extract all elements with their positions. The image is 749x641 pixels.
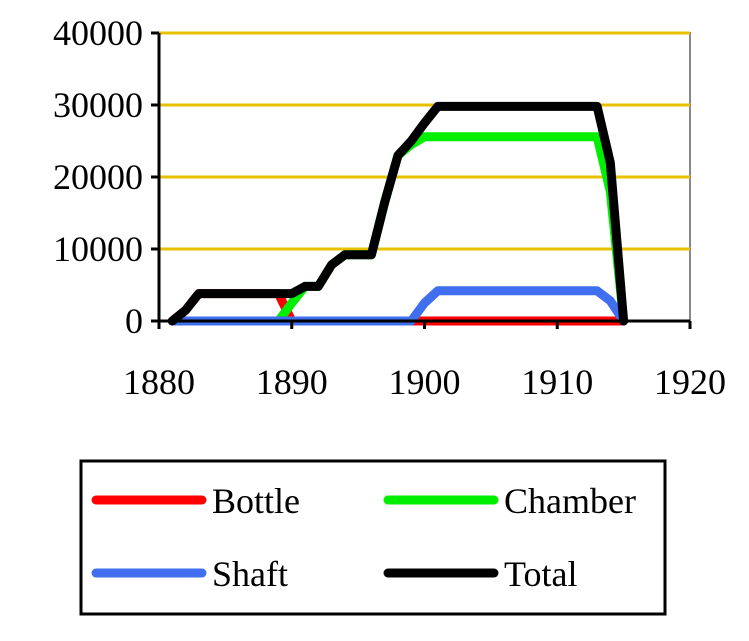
legend-label-chamber: Chamber: [504, 481, 636, 521]
grid-lines: [159, 31, 690, 251]
x-tick-label: 1910: [521, 362, 593, 402]
legend: Bottle Chamber Shaft Total: [79, 459, 667, 616]
x-tick-label: 1890: [256, 362, 328, 402]
x-tick-label: 1920: [654, 362, 726, 402]
legend-box: [79, 459, 667, 616]
axes: [151, 31, 692, 329]
x-tick-label: 1900: [389, 362, 461, 402]
tick-labels: 0 10000 20000 30000 40000 1880 1890 1900 1910 192…: [53, 13, 726, 402]
y-tick-label: 10000: [53, 229, 143, 269]
y-tick-label: 20000: [53, 157, 143, 197]
y-tick-label: 0: [125, 301, 143, 341]
y-tick-label: 40000: [53, 13, 143, 53]
y-tick-label: 30000: [53, 85, 143, 125]
legend-label-shaft: Shaft: [212, 554, 288, 594]
series-line-total: [167, 101, 629, 326]
legend-label-bottle: Bottle: [212, 481, 300, 521]
legend-label-total: Total: [504, 554, 577, 594]
series-line-shaft: [167, 286, 629, 326]
x-tick-label: 1880: [123, 362, 195, 402]
